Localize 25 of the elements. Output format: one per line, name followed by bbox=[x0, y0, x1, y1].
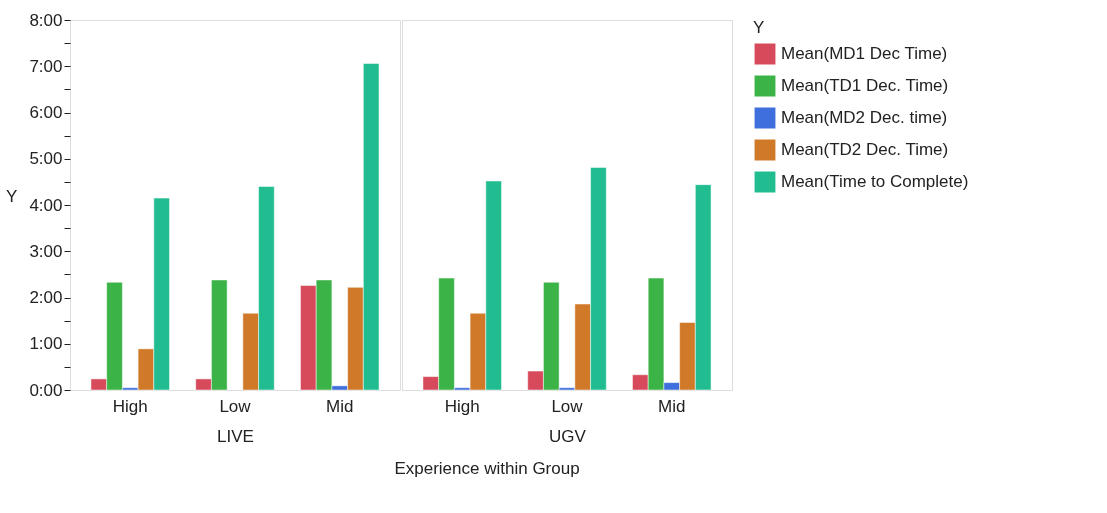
legend-label: Mean(MD1 Dec Time) bbox=[781, 44, 948, 63]
x-tick-label: Mid bbox=[326, 396, 354, 416]
x-tick-label: High bbox=[112, 396, 148, 416]
legend-label: Mean(TD1 Dec. Time) bbox=[781, 76, 949, 95]
y-tick-label: 2:00 bbox=[29, 288, 63, 307]
y-tick-label: 1:00 bbox=[29, 334, 63, 354]
legend-label: Mean(TD2 Dec. Time) bbox=[781, 140, 949, 159]
y-tick-label: 6:00 bbox=[29, 103, 63, 122]
legend-title: Y bbox=[753, 18, 765, 37]
legend-label: Mean(MD2 Dec. time) bbox=[781, 108, 948, 127]
x-tick-label: Low bbox=[219, 396, 252, 416]
y-tick-label: 4:00 bbox=[29, 195, 63, 215]
y-tick-label: 8:00 bbox=[29, 10, 63, 30]
y-tick-label: 0:00 bbox=[29, 380, 63, 400]
x-tick-label: Low bbox=[551, 396, 584, 416]
text: Experience within Group bbox=[394, 458, 580, 478]
y-tick-label: 5:00 bbox=[29, 149, 63, 169]
y-tick-label: 3:00 bbox=[29, 241, 63, 261]
x-axis-title: LIVE bbox=[217, 426, 254, 446]
x-tick-label: High bbox=[444, 396, 480, 416]
y-axis-title: Y bbox=[6, 186, 18, 206]
x-axis-title: UGV bbox=[549, 426, 587, 446]
y-tick-label: 7:00 bbox=[29, 56, 63, 76]
legend-label: Mean(Time to Complete) bbox=[781, 172, 969, 191]
x-tick-label: Mid bbox=[658, 396, 686, 416]
